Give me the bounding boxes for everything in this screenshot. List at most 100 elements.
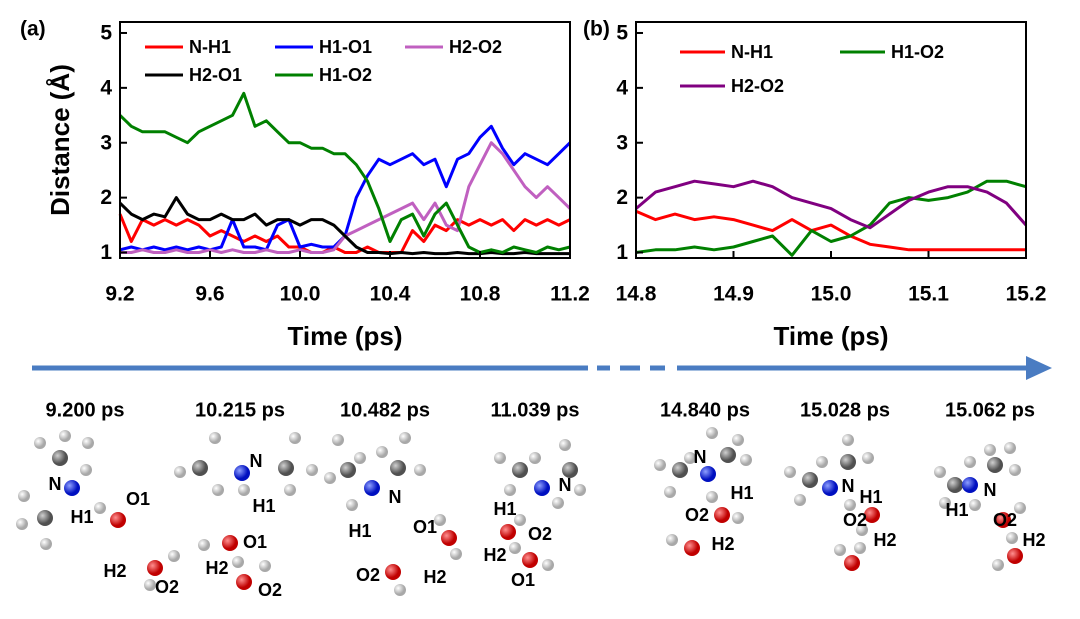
snapshot-time: 10.215 ps: [195, 399, 285, 421]
atom-label: O2: [356, 565, 380, 585]
atom-label: O1: [413, 517, 437, 537]
atom: [174, 466, 186, 478]
atom: [238, 484, 250, 496]
atom-label: N: [842, 476, 855, 496]
atom: [234, 465, 250, 481]
atom: [82, 437, 94, 449]
atom: [340, 462, 356, 478]
molecule-snapshot: [16, 430, 180, 591]
atom: [995, 512, 1011, 528]
atom: [684, 540, 700, 556]
atom-label: H1: [730, 483, 753, 503]
atom: [364, 480, 380, 496]
x-tick-label: 9.2: [105, 283, 134, 306]
y-tick-label: 2: [100, 186, 112, 209]
atom-label: N: [389, 487, 402, 507]
atom: [18, 490, 30, 502]
atom: [34, 437, 46, 449]
atom: [385, 564, 401, 580]
series-line: [119, 124, 572, 252]
atom: [947, 477, 963, 493]
x-tick-label: 14.8: [616, 283, 657, 306]
atom: [714, 507, 730, 523]
atom: [1009, 464, 1021, 476]
legend-label: N-H1: [731, 42, 773, 62]
atom: [664, 486, 676, 498]
atom: [144, 579, 156, 591]
atom: [1006, 532, 1018, 544]
atom: [494, 452, 506, 464]
atom: [672, 462, 688, 478]
atom: [192, 460, 208, 476]
atom: [732, 434, 744, 446]
y-tick-label: 5: [100, 22, 112, 45]
atom: [37, 510, 53, 526]
y-axis-title: Distance (Å): [45, 64, 75, 216]
atom: [834, 544, 846, 556]
atom: [346, 499, 358, 511]
legend-label: H2-O2: [449, 37, 502, 57]
atom: [969, 499, 981, 511]
y-tick-label: 1: [100, 241, 112, 264]
atom: [399, 432, 411, 444]
atom: [450, 548, 462, 560]
atom: [110, 512, 126, 528]
atom: [864, 507, 880, 523]
x-axis-title: Time (ps): [287, 321, 402, 351]
atom: [964, 456, 976, 468]
atom: [934, 466, 946, 478]
atom-label: O2: [528, 524, 552, 544]
atom-label: H2: [103, 561, 126, 581]
y-tick-label: 4: [616, 76, 628, 99]
atom: [842, 434, 854, 446]
atom: [500, 524, 516, 540]
atom: [794, 494, 806, 506]
y-tick-label: 1: [616, 241, 628, 264]
x-tick-label: 14.9: [713, 283, 754, 306]
legend-label: H2-O2: [731, 76, 784, 96]
atom: [706, 427, 718, 439]
atom: [394, 584, 406, 596]
atom: [562, 462, 578, 478]
molecule-snapshot: [654, 427, 752, 556]
atom: [147, 560, 163, 576]
atom: [802, 472, 818, 488]
legend-label: H1-O2: [319, 65, 372, 85]
atom-label: H2: [423, 567, 446, 587]
atom: [514, 514, 526, 526]
molecule-snapshot: [494, 439, 586, 571]
snapshot-time: 10.482 ps: [340, 399, 430, 421]
atom: [854, 542, 866, 554]
atom-label: H1: [70, 507, 93, 527]
atom: [844, 499, 856, 511]
atom: [278, 460, 294, 476]
atom: [939, 497, 951, 509]
atom-label: H1: [859, 487, 882, 507]
x-tick-label: 10.4: [370, 283, 411, 306]
snapshot-time: 9.200 ps: [46, 399, 125, 421]
atom-label: N: [49, 474, 62, 494]
y-tick-label: 3: [616, 131, 628, 154]
molecule-snapshot: [934, 442, 1026, 571]
atom-label: O2: [155, 577, 179, 597]
atom-label: O2: [843, 510, 867, 530]
atom: [306, 464, 318, 476]
atom: [962, 477, 978, 493]
snapshot-time: 15.062 ps: [945, 399, 1035, 421]
atom: [822, 480, 838, 496]
atom: [354, 452, 366, 464]
atom: [856, 524, 868, 536]
x-tick-label: 10.8: [460, 283, 501, 306]
atom-label: N: [559, 475, 572, 495]
atom: [198, 539, 210, 551]
atom: [236, 574, 252, 590]
atom: [984, 444, 996, 456]
atom: [574, 484, 586, 496]
atom: [209, 432, 221, 444]
atom: [509, 542, 521, 554]
molecule-snapshot: [174, 432, 318, 590]
molecule-snapshot: [324, 432, 462, 596]
atom: [222, 535, 238, 551]
x-tick-label: 15.0: [811, 283, 852, 306]
